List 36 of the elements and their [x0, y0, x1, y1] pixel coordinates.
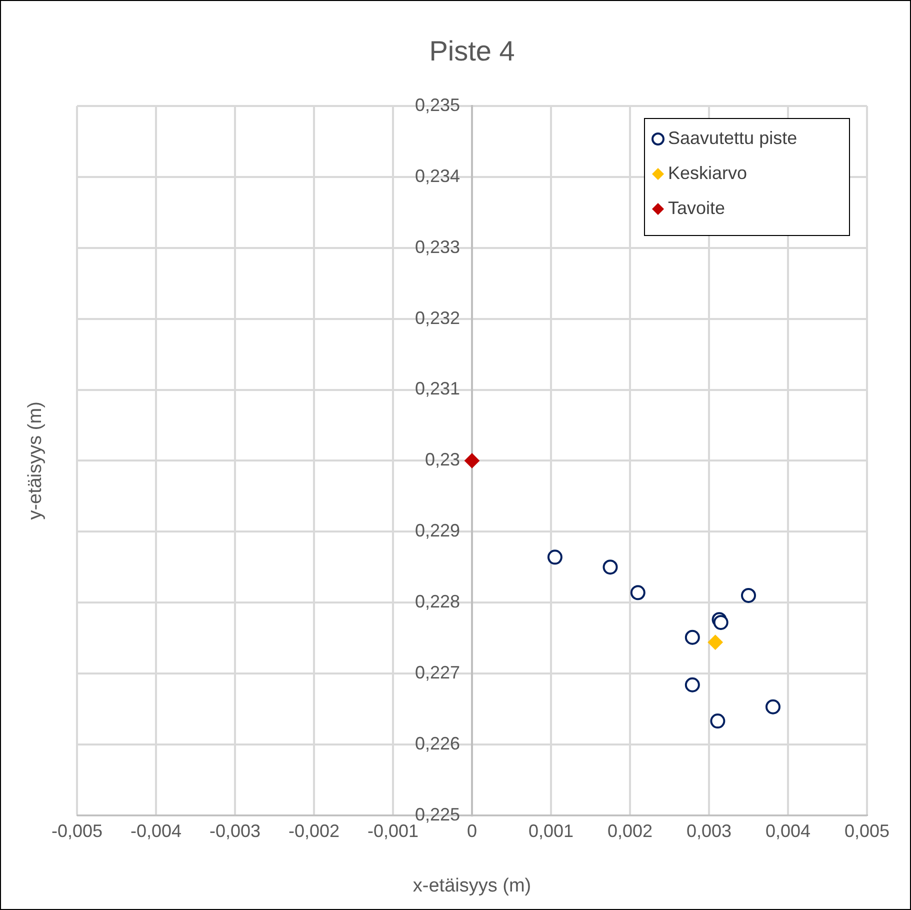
x-tick-label: 0,001 — [528, 821, 574, 842]
y-tick-label: 0,234 — [414, 166, 460, 186]
point — [765, 699, 780, 714]
y-tick-label: 0,232 — [414, 308, 460, 328]
point — [464, 453, 480, 468]
y-tick-label: 0,235 — [414, 94, 460, 115]
y-tick-label: 0,231 — [414, 378, 460, 399]
y-tick-label: 0,23 — [424, 450, 460, 470]
x-tick-label: 0,004 — [765, 821, 811, 842]
legend-label: Tavoite — [668, 198, 726, 218]
legend-label: Keskiarvo — [668, 162, 748, 183]
x-tick-label: -0,005 — [51, 821, 103, 842]
chart-title: Piste 4 — [429, 36, 515, 67]
point — [710, 714, 726, 729]
y-tick-label: 0,228 — [414, 592, 460, 612]
y-tick-label: 0,226 — [414, 733, 460, 754]
point — [547, 550, 562, 565]
y-tick-label: 0,227 — [414, 662, 460, 682]
x-tick-label: 0,002 — [607, 821, 653, 842]
point — [684, 630, 700, 645]
point — [684, 677, 700, 692]
x-tick-label: 0,005 — [844, 821, 890, 842]
y-tick-label: 0,229 — [414, 520, 460, 541]
point — [630, 585, 646, 600]
y-axis-title: y-etäisyys (m) — [25, 402, 46, 520]
legend-label: Saavutettu piste — [668, 128, 798, 148]
x-tick-label: 0,003 — [686, 821, 732, 842]
x-tick-label: -0,003 — [209, 821, 261, 842]
point — [708, 634, 723, 650]
x-axis-title: x-etäisyys (m) — [412, 876, 532, 897]
x-tick-label: 0 — [466, 821, 478, 842]
point — [602, 560, 618, 575]
point — [741, 588, 756, 603]
y-tick-label: 0,233 — [414, 236, 460, 257]
x-tick-label: -0,004 — [130, 821, 182, 842]
x-tick-label: -0,002 — [288, 821, 340, 842]
